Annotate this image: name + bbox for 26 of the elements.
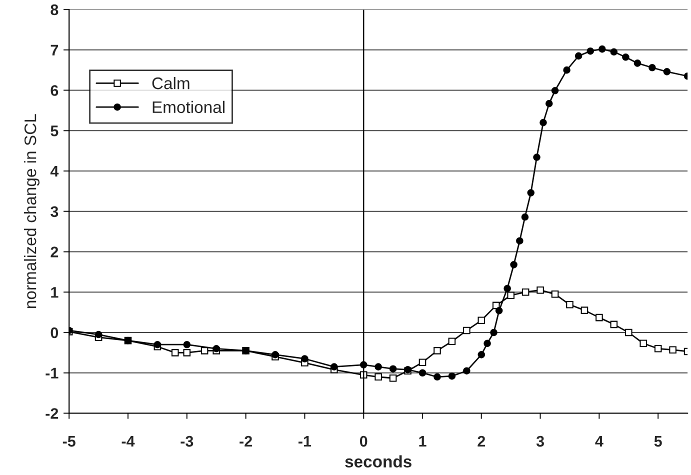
x-tick-label: 0	[360, 436, 368, 447]
x-tick-label: -5	[62, 436, 76, 447]
x-tick-label: 1	[419, 436, 426, 447]
legend-label: Calm	[152, 76, 190, 90]
x-tick-label: 4	[595, 436, 604, 447]
x-tick-label: -4	[122, 436, 135, 447]
x-tick-label: -1	[298, 436, 312, 447]
y-tick-label: 7	[50, 44, 58, 56]
y-tick-label: 3	[50, 206, 58, 218]
x-tick-label: 3	[536, 436, 544, 447]
x-axis-title: seconds	[345, 455, 412, 468]
x-tick-label: -3	[180, 436, 194, 447]
y-axis-title: normalized change in SCL	[24, 114, 40, 308]
y-tick-label: -1	[46, 368, 58, 378]
legend-label: Emotional	[152, 100, 224, 114]
y-tick-label: 1	[51, 287, 58, 298]
y-tick-label: 0	[50, 327, 58, 338]
y-tick-label: 2	[50, 246, 58, 258]
y-tick-label: 5	[50, 126, 58, 136]
y-tick-label: 6	[50, 85, 58, 96]
x-tick-label: 5	[654, 436, 662, 447]
x-tick-label: 2	[478, 436, 486, 447]
y-tick-label: 4	[50, 166, 59, 177]
y-tick-label: -2	[46, 408, 58, 419]
y-tick-label: 8	[50, 4, 58, 16]
x-tick-label: -2	[240, 436, 252, 447]
